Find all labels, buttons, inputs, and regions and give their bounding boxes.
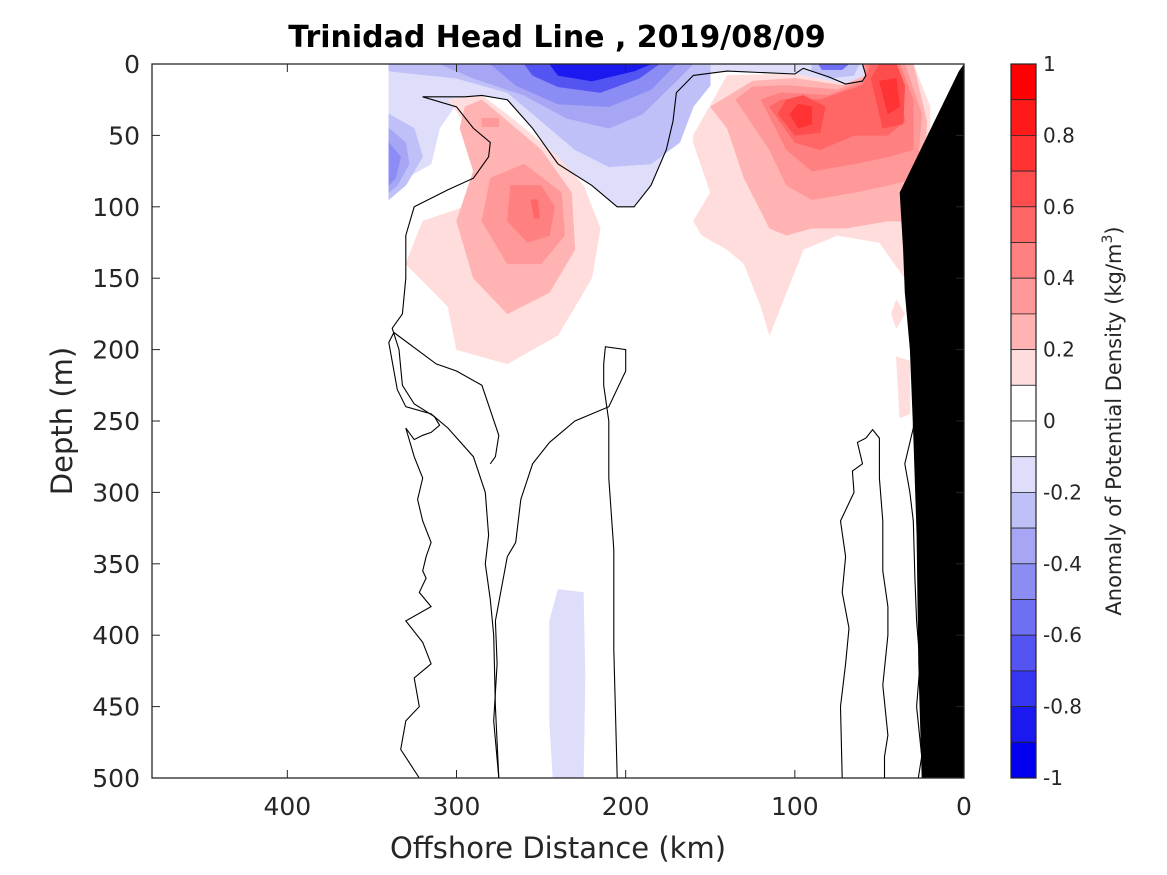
colorbar-label-text: Anomaly of Potential Density (kg/m <box>1102 244 1126 616</box>
contour-region <box>507 185 555 243</box>
y-tick-label: 200 <box>92 336 140 365</box>
colorbar-tick-label: -0.4 <box>1043 552 1082 576</box>
x-tick-label: 300 <box>433 792 481 821</box>
colorbar-bin <box>1010 491 1037 529</box>
colorbar-tick-label: -1 <box>1043 766 1063 790</box>
zero-contour-line <box>839 428 889 778</box>
contour-region <box>891 299 906 329</box>
x-axis-label: Offshore Distance (km) <box>390 831 726 865</box>
colorbar-tick-label: 0.6 <box>1043 195 1075 219</box>
contour-region <box>530 199 540 219</box>
colorbar-tick-label: -0.6 <box>1043 623 1082 647</box>
colorbar-tick-label: -0.8 <box>1043 695 1082 719</box>
colorbar-bin <box>1010 170 1037 208</box>
colorbar-tick-label: 0 <box>1043 409 1056 433</box>
colorbar-bin <box>1010 634 1037 672</box>
colorbar-bin <box>1010 599 1037 636</box>
bathymetry-mask <box>899 64 964 778</box>
colorbar-bin <box>1010 706 1037 743</box>
y-axis: 0 50 100 150 200 250 300 350 400 450 500 <box>92 50 964 793</box>
colorbar-bin <box>1010 349 1037 386</box>
y-tick-label: 500 <box>92 764 140 793</box>
colorbar-bin <box>1010 99 1037 136</box>
colorbar: 1 0.8 0.6 0.4 0.2 0 -0.2 -0.4 -0.6 -0.8 -1 <box>1010 52 1082 790</box>
colorbar-bin <box>1010 420 1037 458</box>
bathymetry-land <box>899 64 964 778</box>
colorbar-bin <box>1010 313 1037 350</box>
contour-region <box>715 156 730 172</box>
colorbar-bin <box>1010 384 1037 422</box>
y-tick-label: 150 <box>92 264 140 293</box>
y-tick-label: 0 <box>124 50 140 79</box>
zero-contour-line <box>904 392 923 778</box>
zero-contour-line <box>422 64 867 208</box>
contour-region <box>388 142 401 186</box>
x-tick-label: 200 <box>602 792 650 821</box>
y-tick-label: 350 <box>92 550 140 579</box>
colorbar-bin <box>1010 527 1037 565</box>
contour-region <box>818 64 850 70</box>
y-tick-label: 400 <box>92 621 140 650</box>
x-tick-label: 0 <box>956 792 972 821</box>
colorbar-tick-label: 0.4 <box>1043 266 1075 290</box>
y-tick-label: 450 <box>92 693 140 722</box>
contour-region <box>879 78 900 115</box>
colorbar-bin <box>1010 63 1037 101</box>
colorbar-bin <box>1010 277 1037 315</box>
chart-title: Trinidad Head Line , 2019/08/09 <box>288 20 825 55</box>
colorbar-bin <box>1010 242 1037 279</box>
zero-contour-line <box>388 331 500 778</box>
zero-contour-lines <box>388 64 923 778</box>
colorbar-bin <box>1010 206 1037 243</box>
colorbar-label: Anomaly of Potential Density (kg/m3) <box>1100 226 1126 615</box>
colorbar-bin <box>1010 741 1037 779</box>
y-tick-label: 250 <box>92 407 140 436</box>
contour-region <box>896 356 911 419</box>
colorbar-bin <box>1010 670 1037 708</box>
colorbar-tick-label: 0.8 <box>1043 123 1075 147</box>
colorbar-bin <box>1010 456 1037 493</box>
colorbar-tick-label: 0.2 <box>1043 338 1075 362</box>
contour-region <box>481 118 500 128</box>
y-tick-label: 300 <box>92 478 140 507</box>
x-tick-label: 100 <box>771 792 819 821</box>
colorbar-bin <box>1010 563 1037 600</box>
colorbar-label-superscript: 3 <box>1100 235 1116 244</box>
colorbar-bin <box>1010 134 1037 172</box>
plot-area: 400 300 200 100 0 0 50 100 150 200 250 300 350 400 45… <box>92 50 972 821</box>
y-tick-label: 50 <box>108 121 140 150</box>
y-tick-label: 100 <box>92 193 140 222</box>
x-axis: 400 300 200 100 0 <box>263 64 972 821</box>
zero-contour-line <box>493 346 627 778</box>
zero-contour-line <box>391 96 491 778</box>
colorbar-label-suffix: ) <box>1102 226 1126 234</box>
colorbar-frame <box>1010 63 1037 779</box>
contour-region <box>789 103 813 129</box>
contour-region <box>549 589 586 778</box>
colorbar-tick-label: -0.2 <box>1043 480 1082 504</box>
y-axis-label: Depth (m) <box>45 347 79 495</box>
x-tick-label: 400 <box>263 792 311 821</box>
colorbar-tick-label: 1 <box>1043 52 1056 76</box>
